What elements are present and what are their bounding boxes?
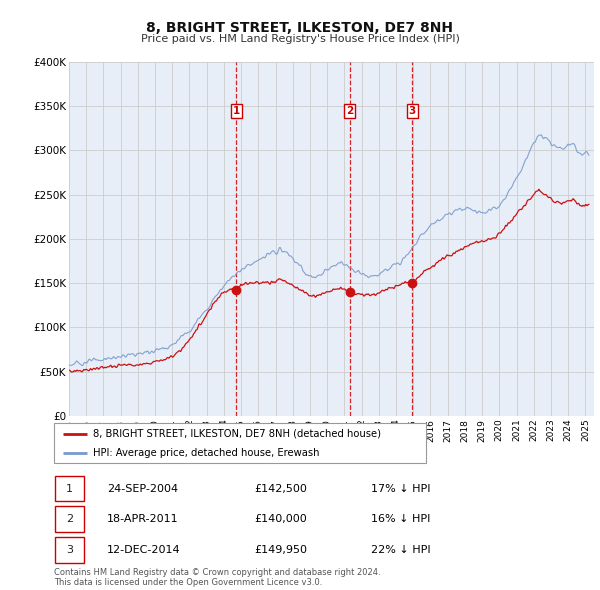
Text: 24-SEP-2004: 24-SEP-2004 <box>107 484 178 493</box>
Text: £140,000: £140,000 <box>254 514 307 524</box>
Text: £149,950: £149,950 <box>254 545 308 555</box>
Text: 17% ↓ HPI: 17% ↓ HPI <box>371 484 430 493</box>
Text: 3: 3 <box>66 545 73 555</box>
Text: 12-DEC-2014: 12-DEC-2014 <box>107 545 181 555</box>
Text: 3: 3 <box>409 106 416 116</box>
Text: 8, BRIGHT STREET, ILKESTON, DE7 8NH: 8, BRIGHT STREET, ILKESTON, DE7 8NH <box>146 21 454 35</box>
Text: 22% ↓ HPI: 22% ↓ HPI <box>371 545 430 555</box>
Text: Contains HM Land Registry data © Crown copyright and database right 2024.
This d: Contains HM Land Registry data © Crown c… <box>54 568 380 587</box>
Text: 1: 1 <box>66 484 73 493</box>
Text: 1: 1 <box>233 106 240 116</box>
FancyBboxPatch shape <box>55 476 84 502</box>
Text: 18-APR-2011: 18-APR-2011 <box>107 514 178 524</box>
FancyBboxPatch shape <box>55 537 84 563</box>
Text: 2: 2 <box>346 106 353 116</box>
Text: £142,500: £142,500 <box>254 484 308 493</box>
FancyBboxPatch shape <box>55 506 84 532</box>
Text: 16% ↓ HPI: 16% ↓ HPI <box>371 514 430 524</box>
FancyBboxPatch shape <box>54 423 426 463</box>
Text: HPI: Average price, detached house, Erewash: HPI: Average price, detached house, Erew… <box>93 448 320 458</box>
Text: 8, BRIGHT STREET, ILKESTON, DE7 8NH (detached house): 8, BRIGHT STREET, ILKESTON, DE7 8NH (det… <box>93 429 381 439</box>
Text: 2: 2 <box>66 514 73 524</box>
Text: Price paid vs. HM Land Registry's House Price Index (HPI): Price paid vs. HM Land Registry's House … <box>140 34 460 44</box>
